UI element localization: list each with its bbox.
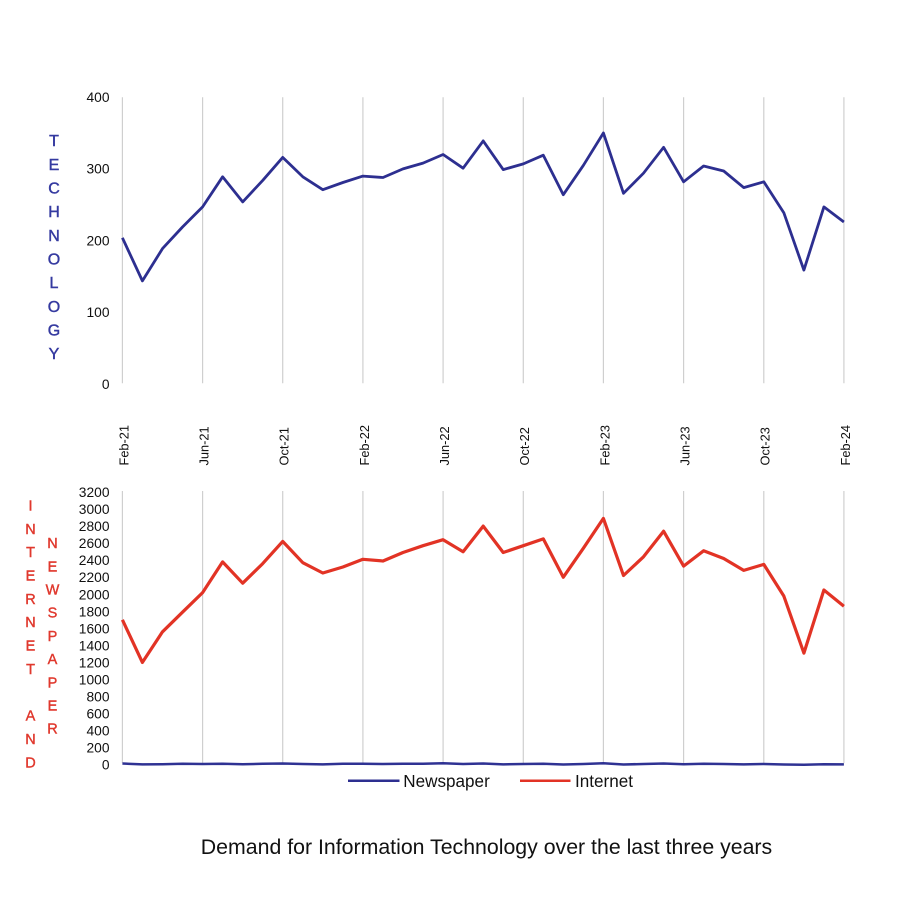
svg-text:A: A	[26, 709, 36, 725]
svg-text:400: 400	[86, 724, 109, 739]
svg-text:D: D	[25, 755, 35, 771]
svg-text:N: N	[25, 615, 35, 631]
svg-text:1400: 1400	[79, 638, 110, 653]
svg-text:N: N	[48, 228, 60, 245]
svg-text:1200: 1200	[79, 655, 110, 670]
svg-text:E: E	[49, 157, 60, 174]
svg-text:R: R	[25, 592, 35, 608]
svg-text:Feb-23: Feb-23	[597, 425, 612, 466]
svg-text:200: 200	[86, 233, 109, 248]
svg-text:Demand for Information Technol: Demand for Information Technology over t…	[201, 835, 772, 859]
svg-text:Jun-21: Jun-21	[197, 426, 212, 465]
svg-text:Jun-23: Jun-23	[678, 426, 693, 465]
svg-text:Feb-21: Feb-21	[116, 425, 131, 466]
svg-text:R: R	[47, 722, 57, 738]
svg-text:W: W	[46, 583, 60, 599]
svg-text:N: N	[25, 522, 35, 538]
svg-text:3000: 3000	[79, 502, 110, 517]
svg-text:2600: 2600	[79, 536, 110, 551]
svg-text:Feb-24: Feb-24	[838, 425, 853, 466]
svg-text:200: 200	[86, 741, 109, 756]
svg-text:1000: 1000	[79, 673, 110, 688]
svg-text:3200: 3200	[79, 485, 110, 500]
svg-text:O: O	[48, 252, 60, 269]
svg-text:800: 800	[86, 690, 109, 705]
svg-text:E: E	[48, 559, 58, 575]
svg-text:Internet: Internet	[575, 772, 633, 791]
svg-text:100: 100	[86, 305, 109, 320]
svg-text:S: S	[48, 606, 58, 622]
svg-text:P: P	[48, 675, 58, 691]
svg-text:E: E	[48, 699, 58, 715]
svg-text:0: 0	[102, 377, 110, 392]
svg-text:600: 600	[86, 707, 109, 722]
svg-text:400: 400	[86, 90, 109, 105]
svg-text:Newspaper: Newspaper	[403, 772, 490, 791]
svg-text:G: G	[48, 323, 60, 340]
svg-text:300: 300	[86, 162, 109, 177]
svg-text:2800: 2800	[79, 519, 110, 534]
svg-text:2400: 2400	[79, 553, 110, 568]
svg-text:C: C	[48, 181, 60, 198]
svg-text:Jun-22: Jun-22	[437, 426, 452, 465]
svg-text:O: O	[48, 299, 60, 316]
svg-text:Y: Y	[49, 346, 60, 363]
svg-text:L: L	[50, 275, 59, 292]
svg-text:Oct-22: Oct-22	[517, 427, 532, 465]
svg-text:P: P	[48, 629, 58, 645]
svg-text:T: T	[26, 545, 35, 561]
svg-text:Feb-22: Feb-22	[357, 425, 372, 466]
svg-text:N: N	[25, 732, 35, 748]
svg-text:1600: 1600	[79, 621, 110, 636]
svg-text:T: T	[26, 662, 35, 678]
svg-text:Oct-21: Oct-21	[277, 427, 292, 465]
svg-text:0: 0	[102, 758, 110, 773]
svg-text:N: N	[47, 536, 57, 552]
svg-text:Oct-23: Oct-23	[758, 427, 773, 465]
svg-text:I: I	[28, 499, 32, 515]
svg-text:E: E	[26, 569, 36, 585]
svg-text:2000: 2000	[79, 587, 110, 602]
svg-text:T: T	[49, 133, 59, 150]
svg-text:2200: 2200	[79, 570, 110, 585]
svg-text:A: A	[48, 652, 58, 668]
svg-text:E: E	[26, 639, 36, 655]
svg-text:1800: 1800	[79, 604, 110, 619]
svg-text:H: H	[48, 204, 60, 221]
